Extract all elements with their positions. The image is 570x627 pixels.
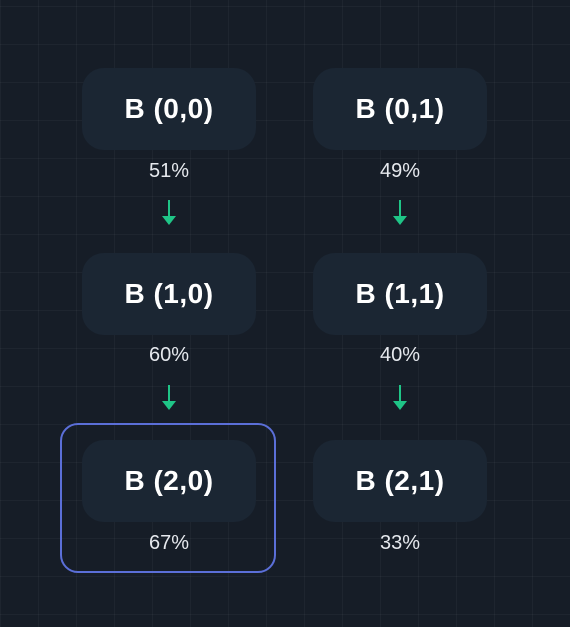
arrow-down-icon [162, 200, 176, 226]
node-b-0-1[interactable]: B (0,1) [313, 68, 487, 150]
arrow-down-icon [393, 385, 407, 411]
node-percentage: 33% [379, 532, 421, 554]
node-label: B (2,0) [124, 465, 214, 496]
arrow-down-icon [162, 385, 176, 411]
node-percentage: 67% [148, 532, 190, 554]
node-percentage: 51% [148, 160, 190, 182]
node-b-1-0[interactable]: B (1,0) [82, 253, 256, 335]
selected-node-highlight [60, 423, 276, 573]
node-label: B (0,0) [124, 93, 214, 124]
node-label: B (1,0) [124, 278, 214, 309]
node-b-0-0[interactable]: B (0,0) [82, 68, 256, 150]
node-label: B (1,1) [355, 278, 445, 309]
arrow-down-icon [393, 200, 407, 226]
node-b-2-0[interactable]: B (2,0) [82, 440, 256, 522]
node-percentage: 60% [148, 344, 190, 366]
node-label: B (2,1) [355, 465, 445, 496]
node-b-1-1[interactable]: B (1,1) [313, 253, 487, 335]
node-b-2-1[interactable]: B (2,1) [313, 440, 487, 522]
node-label: B (0,1) [355, 93, 445, 124]
node-percentage: 40% [379, 344, 421, 366]
node-percentage: 49% [379, 160, 421, 182]
